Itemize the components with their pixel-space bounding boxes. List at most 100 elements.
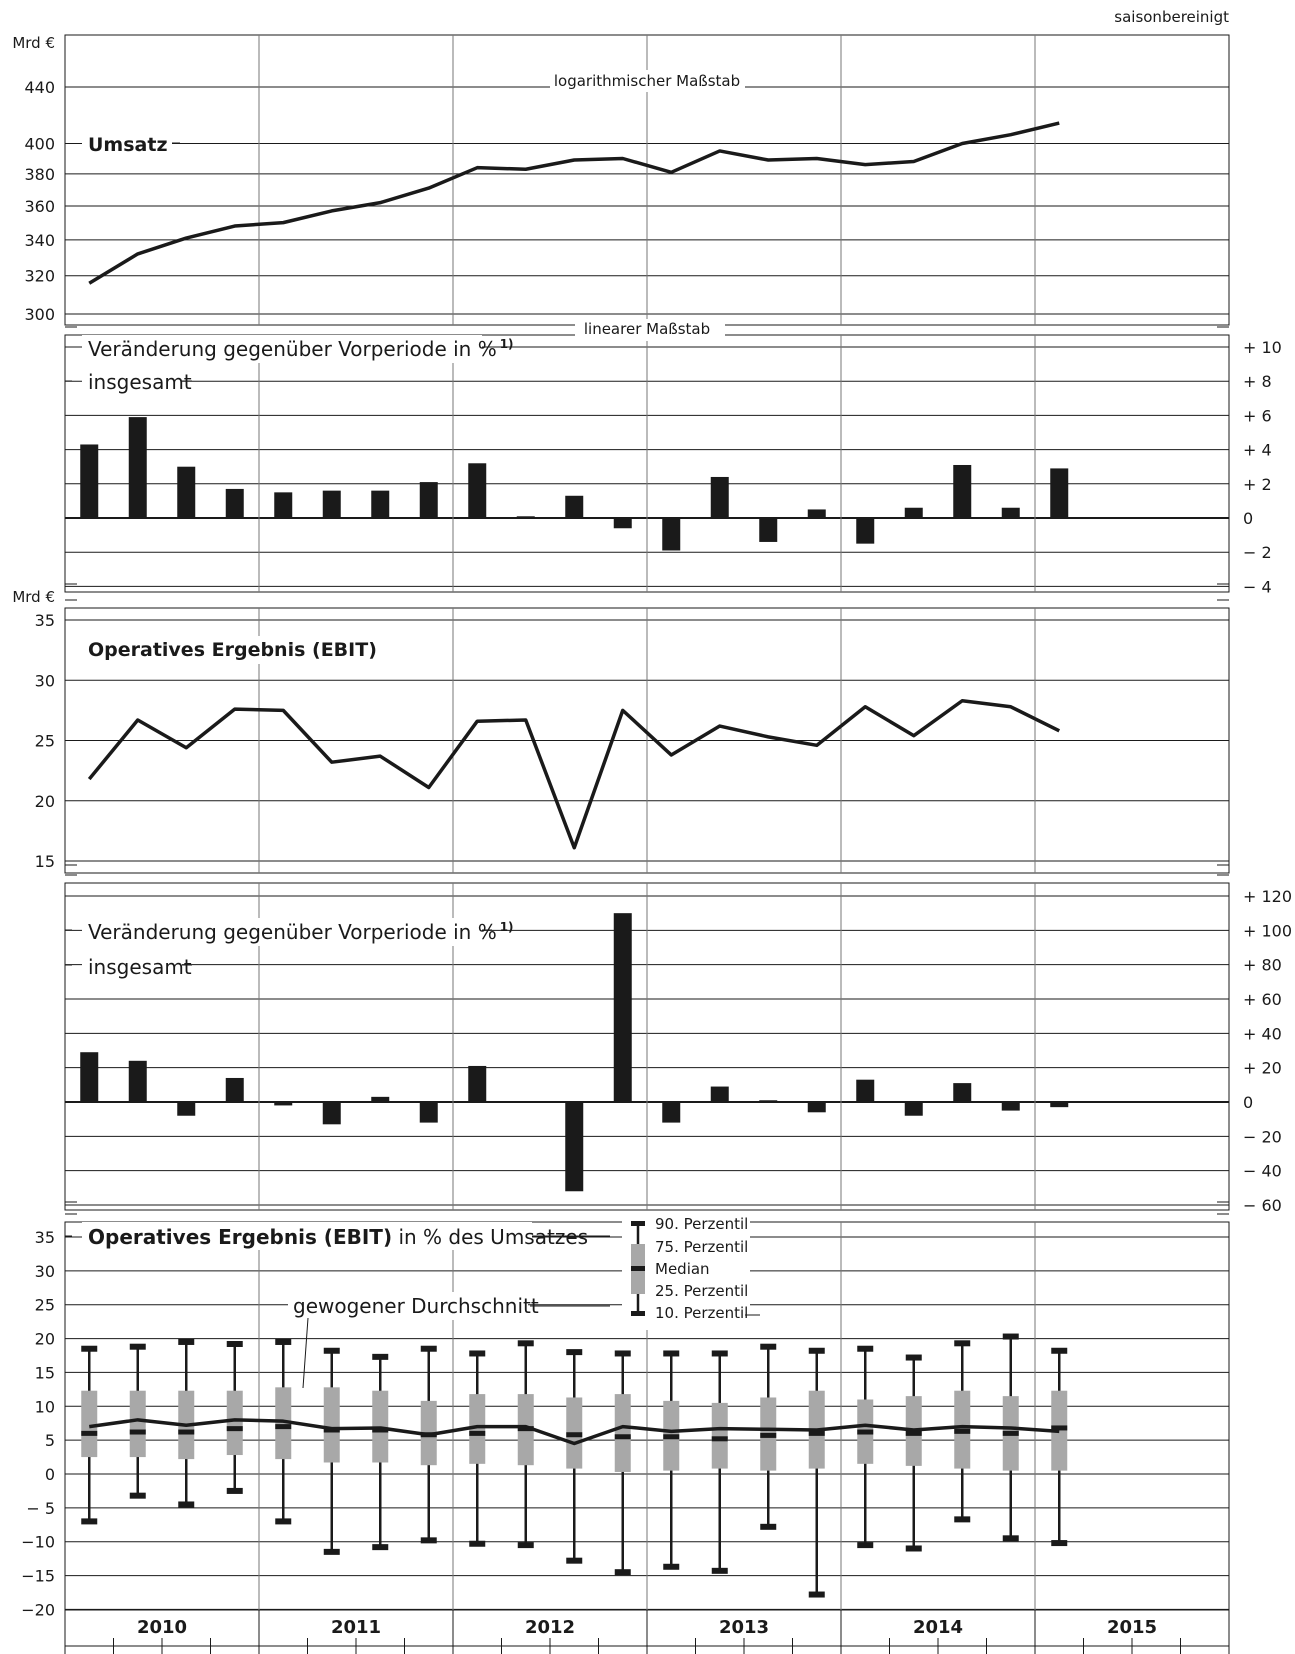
ebit-unit-label: Mrd € — [12, 588, 55, 606]
p90-cap — [663, 1350, 680, 1357]
p90-cap — [275, 1338, 292, 1345]
median-mark — [372, 1427, 389, 1433]
ebit-change-bar — [807, 1102, 826, 1113]
ebit-change-bar — [759, 1100, 778, 1102]
umsatz-change-y-tick-label: + 2 — [1243, 475, 1272, 494]
p10-cap — [566, 1557, 583, 1564]
ebit-change-bar — [1050, 1102, 1069, 1108]
legend-entry: 25. Perzentil — [655, 1282, 748, 1300]
umsatz-change-scale-note: linearer Maßstab — [584, 320, 710, 338]
median-mark — [711, 1436, 728, 1442]
p10-cap — [517, 1542, 534, 1549]
ebit-change-bar — [128, 1060, 147, 1102]
p10-cap — [711, 1567, 728, 1574]
ebit-change-y-tick-label: + 20 — [1243, 1059, 1282, 1078]
p90-cap — [469, 1350, 486, 1357]
ebit-margin-y-tick-label: −15 — [21, 1567, 55, 1586]
ebit-margin-y-tick-label: 20 — [35, 1330, 55, 1349]
ebit-change-bar — [322, 1102, 341, 1125]
label-background — [82, 131, 172, 157]
p10-cap — [1002, 1535, 1019, 1542]
umsatz-change-bar — [516, 516, 535, 518]
p10-cap — [226, 1487, 243, 1494]
ebit-change-y-tick-label: − 20 — [1243, 1127, 1282, 1146]
ebit-change-bar — [468, 1065, 487, 1102]
p90-cap — [760, 1343, 777, 1350]
umsatz-change-y-tick-label: + 6 — [1243, 406, 1272, 425]
ebit-title: Operatives Ergebnis (EBIT) — [88, 639, 377, 661]
ebit-change-bar — [419, 1102, 438, 1123]
median-mark — [1002, 1430, 1019, 1436]
ebit-change-bar — [565, 1102, 584, 1192]
ebit-change-bar — [710, 1086, 729, 1102]
weighted-average-label: gewogener Durchschnitt — [293, 1294, 539, 1318]
legend-median-mark — [631, 1266, 645, 1271]
median-mark — [178, 1429, 195, 1435]
ebit-margin-y-tick-label: 25 — [35, 1296, 55, 1315]
umsatz-change-label: Veränderung gegenüber Vorperiode in % 1) — [88, 337, 514, 361]
median-mark — [905, 1430, 922, 1436]
ebit-change-bar — [371, 1096, 390, 1102]
legend-entry: 75. Perzentil — [655, 1238, 748, 1256]
p90-cap — [129, 1343, 146, 1350]
ebit-margin-y-tick-label: 5 — [45, 1431, 55, 1450]
median-mark — [1051, 1425, 1068, 1431]
ebit-change-y-tick-label: − 40 — [1243, 1162, 1282, 1181]
umsatz-change-y-tick-label: − 4 — [1243, 577, 1272, 596]
p10-cap — [663, 1563, 680, 1570]
year-label: 2011 — [331, 1617, 381, 1638]
ebit-margin-y-tick-label: −20 — [21, 1600, 55, 1619]
median-mark — [129, 1429, 146, 1435]
ebit-margin-y-tick-label: 15 — [35, 1363, 55, 1382]
p10-cap — [857, 1542, 874, 1549]
umsatz-change-bar — [177, 466, 196, 518]
ebit-series-line — [87, 698, 1061, 850]
umsatz-y-tick-label: 300 — [24, 305, 55, 324]
median-mark — [517, 1426, 534, 1432]
p10-cap — [614, 1569, 631, 1576]
ebit-margin-y-tick-label: − 5 — [26, 1499, 55, 1518]
legend-entry: 10. Perzentil — [655, 1304, 748, 1322]
p90-cap — [857, 1345, 874, 1352]
label-background — [82, 918, 482, 946]
umsatz-change-bar — [80, 444, 99, 518]
umsatz-change-bar — [565, 495, 584, 518]
p90-cap — [323, 1347, 340, 1354]
p10-cap — [469, 1540, 486, 1547]
iqr-box — [129, 1390, 146, 1458]
median-mark — [954, 1428, 971, 1434]
p90-cap — [226, 1340, 243, 1347]
ebit-y-tick-label: 15 — [35, 852, 55, 871]
ebit-change-y-tick-label: + 80 — [1243, 956, 1282, 975]
median-mark — [857, 1429, 874, 1435]
umsatz-change-y-tick-label: 0 — [1243, 509, 1253, 528]
weighted-average-pointer — [302, 1317, 309, 1389]
median-mark — [226, 1426, 243, 1432]
umsatz-change-bar — [759, 518, 778, 542]
iqr-box — [275, 1387, 292, 1460]
ebit-change-bar — [1001, 1102, 1020, 1111]
umsatz-y-tick-label: 320 — [24, 267, 55, 286]
ebit-change-label: Veränderung gegenüber Vorperiode in % 1) — [88, 920, 514, 944]
legend-entry: Median — [655, 1260, 710, 1278]
umsatz-change-bar — [856, 518, 875, 544]
median-mark — [469, 1430, 486, 1436]
umsatz-change-bar — [225, 488, 244, 518]
year-label: 2015 — [1107, 1617, 1157, 1638]
p90-cap — [178, 1338, 195, 1345]
label-background — [550, 70, 745, 92]
p10-cap — [275, 1518, 292, 1525]
umsatz-change-y-tick-label: + 4 — [1243, 441, 1272, 460]
umsatz-change-bar — [904, 507, 923, 518]
ebit-margin-y-tick-label: 35 — [35, 1228, 55, 1247]
year-label: 2012 — [525, 1617, 575, 1638]
label-background — [575, 319, 725, 341]
iqr-box — [323, 1387, 340, 1463]
p10-cap — [420, 1537, 437, 1544]
umsatz-change-bar — [128, 417, 147, 518]
ebit-y-tick-label: 25 — [35, 732, 55, 751]
label-background — [82, 953, 182, 981]
umsatz-change-bar — [419, 482, 438, 518]
